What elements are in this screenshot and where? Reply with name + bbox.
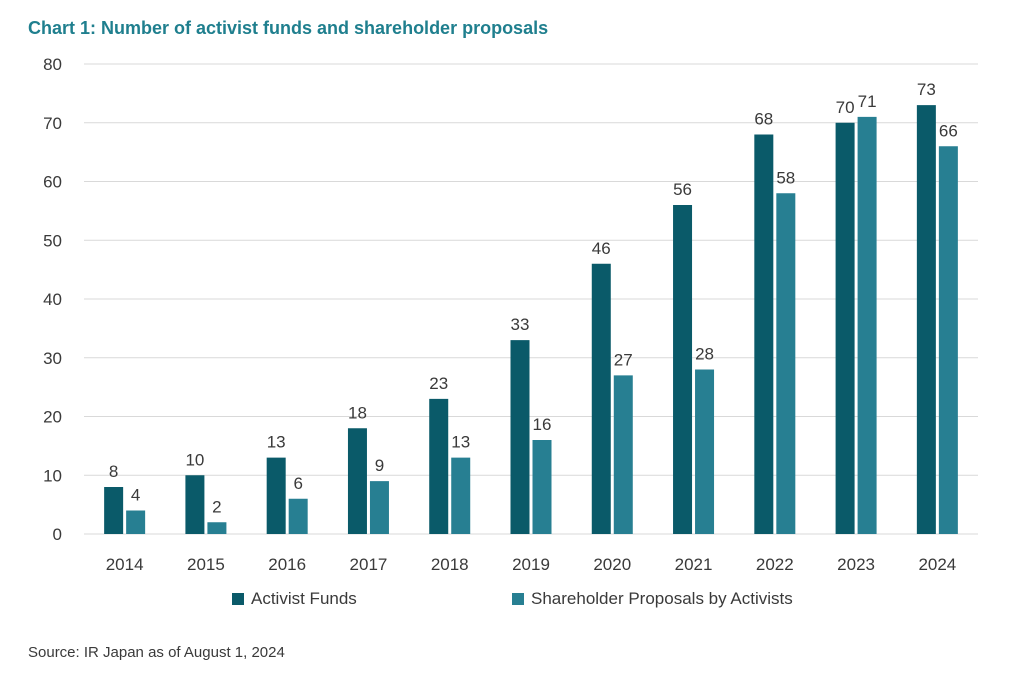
data-label: 66	[939, 121, 958, 140]
bar-shareholder-proposals	[857, 116, 877, 534]
bar-activist-funds	[754, 134, 774, 534]
source-note: Source: IR Japan as of August 1, 2024	[28, 644, 285, 661]
data-label: 28	[695, 345, 714, 364]
data-label: 13	[451, 433, 470, 452]
bar-activist-funds	[916, 105, 936, 534]
data-label: 46	[592, 239, 611, 258]
y-tick-label: 40	[43, 290, 62, 309]
x-tick-label: 2016	[268, 555, 306, 574]
x-tick-label: 2019	[512, 555, 550, 574]
bar-shareholder-proposals	[451, 457, 471, 534]
bar-shareholder-proposals	[695, 369, 715, 534]
data-label: 23	[429, 374, 448, 393]
data-label: 33	[511, 315, 530, 334]
data-label: 9	[375, 456, 384, 475]
x-tick-label: 2023	[837, 555, 875, 574]
data-label: 2	[212, 497, 221, 516]
data-label: 70	[836, 98, 855, 117]
bar-activist-funds	[266, 457, 286, 534]
legend-label: Shareholder Proposals by Activists	[531, 589, 793, 608]
chart-title: Chart 1: Number of activist funds and sh…	[28, 18, 549, 38]
x-tick-label: 2015	[187, 555, 225, 574]
data-label: 13	[267, 433, 286, 452]
legend-label: Activist Funds	[251, 589, 357, 608]
bar-shareholder-proposals	[613, 375, 633, 534]
x-tick-label: 2021	[675, 555, 713, 574]
bar-activist-funds	[673, 205, 693, 534]
x-tick-label: 2024	[918, 555, 956, 574]
legend-swatch	[232, 593, 244, 605]
bar-activist-funds	[510, 340, 530, 534]
bar-shareholder-proposals	[288, 498, 308, 534]
y-tick-label: 0	[53, 525, 62, 544]
y-tick-label: 80	[43, 55, 62, 74]
bar-chart: 0 10 20 30 40 50 60 70 80 84 2014 10 2 2015 13 6 2016 18 9…	[43, 55, 978, 608]
data-label: 16	[533, 415, 552, 434]
data-label: 58	[776, 168, 795, 187]
y-tick-label: 60	[43, 173, 62, 192]
bar-shareholder-proposals	[776, 193, 796, 534]
y-tick-label: 20	[43, 408, 62, 427]
bar-activist-funds	[835, 122, 855, 534]
bar-activist-funds	[185, 475, 205, 534]
data-label: 73	[917, 80, 936, 99]
x-tick-label: 2022	[756, 555, 794, 574]
y-tick-label: 10	[43, 466, 62, 485]
data-label: 18	[348, 403, 367, 422]
data-label: 71	[858, 92, 877, 111]
x-tick-label: 2017	[350, 555, 388, 574]
x-tick-label: 2018	[431, 555, 469, 574]
y-tick-label: 50	[43, 231, 62, 250]
bar-activist-funds	[429, 398, 449, 534]
x-tick-label: 2014	[106, 555, 144, 574]
bar-activist-funds	[347, 428, 367, 534]
bar-shareholder-proposals	[938, 146, 958, 534]
bar-activist-funds	[104, 487, 124, 534]
bar-activist-funds	[591, 263, 611, 534]
data-label: 8	[109, 462, 118, 481]
data-label: 56	[673, 180, 692, 199]
x-tick-label: 2020	[593, 555, 631, 574]
bar-shareholder-proposals	[532, 440, 552, 534]
bar-shareholder-proposals	[126, 510, 146, 534]
data-label: 4	[131, 486, 140, 505]
data-label: 10	[185, 450, 204, 469]
data-label: 68	[754, 110, 773, 129]
data-label: 6	[293, 474, 302, 493]
bar-shareholder-proposals	[369, 481, 389, 534]
data-label: 27	[614, 350, 633, 369]
bar-shareholder-proposals	[207, 522, 227, 534]
y-tick-label: 30	[43, 349, 62, 368]
legend-swatch	[512, 593, 524, 605]
y-tick-label: 70	[43, 114, 62, 133]
